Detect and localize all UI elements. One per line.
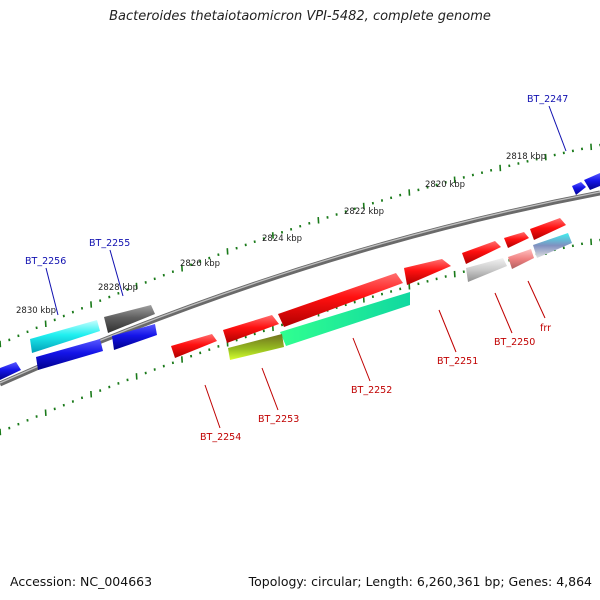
gene-label-BT_2251[interactable]: BT_2251 (437, 356, 478, 367)
map-title: Bacteroides thetaiotaomicron VPI-5482, c… (109, 9, 491, 24)
gene-arrow-forward[interactable] (223, 315, 279, 343)
gene-label-BT_2252[interactable]: BT_2252 (351, 385, 392, 396)
scale-label: 2830 kbp (16, 306, 56, 316)
genome-summary-text: Topology: circular; Length: 6,260,361 bp… (248, 574, 592, 589)
leader-line (352, 337, 371, 382)
genome-backbone (0, 190, 600, 387)
gene-arrow-BT_2252[interactable] (280, 292, 410, 346)
gene-arrow-forward[interactable] (278, 273, 403, 327)
scale-label: 2818 kbp (506, 152, 546, 162)
gene-label-BT_2250[interactable]: BT_2250 (494, 337, 535, 348)
gene-arrow-forward[interactable] (462, 241, 501, 264)
leader-line (261, 367, 279, 411)
leader-line (109, 249, 124, 297)
gene-arrow-forward[interactable] (530, 218, 566, 240)
gene-arrow-forward[interactable] (171, 334, 217, 358)
gene-arrow-BT_2253[interactable] (228, 334, 284, 360)
gene-arrow-BT_2251[interactable] (466, 258, 507, 282)
accession-text: Accession: NC_004663 (10, 574, 153, 589)
gene-label-frr[interactable]: frr (540, 323, 551, 334)
leader-line (204, 384, 221, 429)
outer-tick-ring (0, 143, 600, 348)
scale-label: 2828 kbp (98, 283, 138, 293)
gene-label-BT_2255[interactable]: BT_2255 (89, 238, 130, 249)
gene-arrow-frr[interactable] (533, 233, 572, 258)
leader-line (548, 105, 567, 152)
gene-arrow-forward[interactable] (404, 259, 451, 285)
gene-arrow-reverse[interactable] (0, 362, 21, 380)
gene-label-BT_2256[interactable]: BT_2256 (25, 256, 66, 267)
gene-arrow-BT_2247[interactable] (572, 182, 586, 195)
gene-arrow-BT_2256[interactable] (30, 320, 100, 353)
gene-arrow-BT_2255[interactable] (104, 305, 155, 333)
gene-arrow-reverse[interactable] (112, 324, 157, 350)
scale-label: 2824 kbp (262, 234, 302, 244)
leader-line (494, 292, 513, 334)
leader-line (527, 280, 546, 319)
gene-arrow-BT_2250[interactable] (508, 249, 534, 269)
scale-label: 2822 kbp (344, 207, 384, 217)
gene-arrow-forward[interactable] (504, 232, 529, 248)
gene-label-BT_2253[interactable]: BT_2253 (258, 414, 299, 425)
leader-line (438, 309, 457, 353)
scale-label: 2826 kbp (180, 259, 220, 269)
scale-label: 2820 kbp (425, 180, 465, 190)
gene-label-BT_2254[interactable]: BT_2254 (200, 432, 241, 443)
leader-line (45, 267, 59, 316)
gene-arrow-reverse[interactable] (36, 339, 103, 370)
gene-arrow-forward[interactable] (584, 173, 600, 190)
gene-label-BT_2247[interactable]: BT_2247 (527, 94, 568, 105)
